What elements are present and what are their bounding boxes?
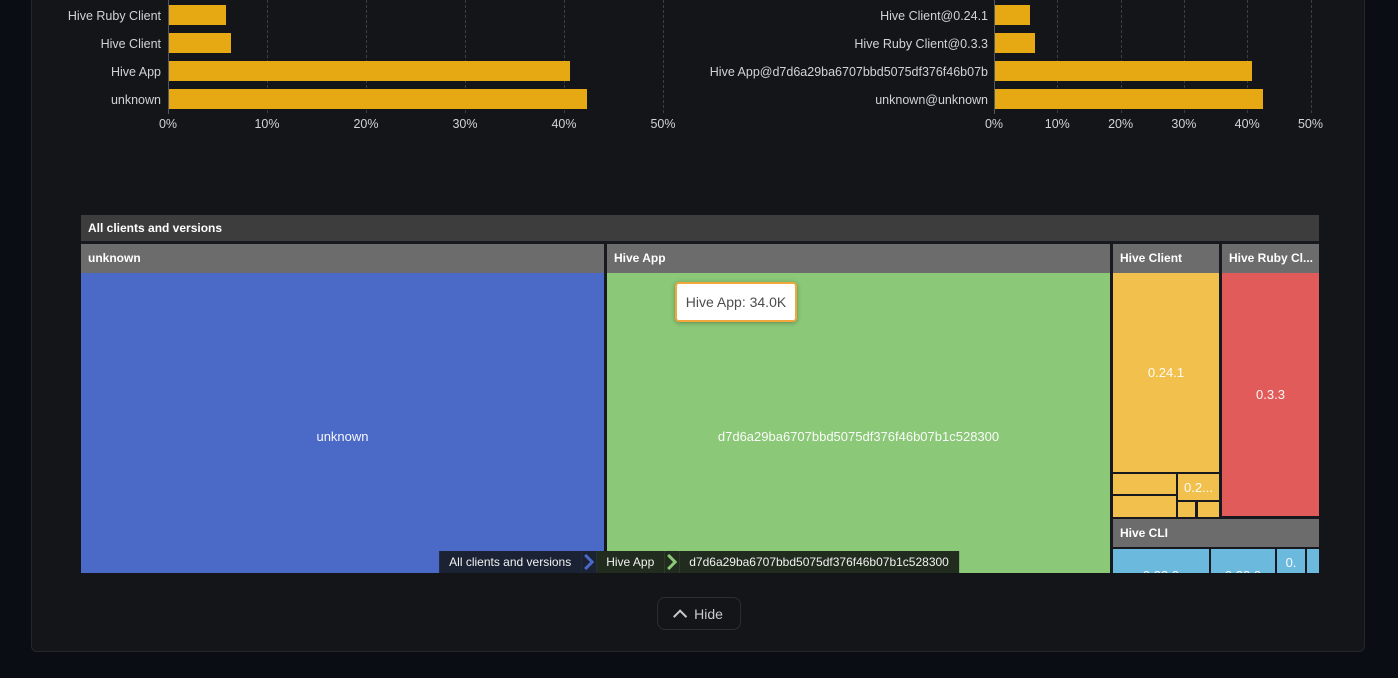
x-tick-label: 0% — [158, 117, 178, 131]
bar[interactable] — [169, 61, 570, 81]
treemap-section-header[interactable]: Hive CLI — [1113, 519, 1319, 547]
gridline — [663, 0, 664, 113]
treemap-cell[interactable]: 0.23.0 — [1113, 549, 1209, 573]
x-tick-label: 20% — [1108, 117, 1134, 131]
x-tick-label: 30% — [452, 117, 478, 131]
tooltip: Hive App: 34.0K — [675, 282, 797, 322]
treemap-section-header[interactable]: Hive Ruby Cl... — [1222, 244, 1319, 273]
treemap-cell-label: 0.3.3 — [1256, 387, 1285, 402]
x-tick-label: 40% — [1234, 117, 1260, 131]
breadcrumb-item[interactable]: Hive App — [596, 551, 665, 573]
treemap-cell[interactable]: 0. — [1277, 549, 1305, 573]
bar[interactable] — [169, 5, 226, 25]
treemap-section-header[interactable]: Hive Client — [1113, 244, 1219, 273]
breadcrumb-item[interactable]: All clients and versions — [439, 551, 582, 573]
gridline — [564, 0, 565, 113]
bar-chart-client-versions: 0% 10% 20% 30% 40% 50% Hive Client@0.24.1 Hive … — [0, 0, 1398, 150]
x-tick-label: 20% — [353, 117, 379, 131]
treemap-cell-label: All clients and versions — [88, 221, 223, 235]
treemap-cell[interactable] — [1178, 502, 1195, 517]
gridline — [366, 0, 367, 113]
treemap-cell-label: 0.24.1 — [1147, 365, 1185, 380]
y-axis-line — [168, 0, 169, 114]
bar[interactable] — [995, 61, 1252, 81]
gridline — [1247, 0, 1249, 113]
treemap-cell-label: 0.23.0 — [1113, 568, 1209, 573]
x-tick-label: 30% — [1171, 117, 1197, 131]
y-category-label: Hive Client — [100, 37, 161, 51]
y-category-label: Hive Client@0.24.1 — [880, 9, 988, 23]
treemap-cell[interactable]: unknown — [81, 273, 604, 573]
treemap-section-header[interactable]: Hive App — [607, 244, 1110, 273]
bar-chart-clients: 0% 10% 20% 30% 40% 50% Hive Ruby Client Hive Cl… — [0, 0, 1398, 150]
gridline — [267, 0, 268, 113]
treemap-cell-label: Hive CLI — [1120, 526, 1169, 540]
bar[interactable] — [995, 33, 1035, 53]
hide-button[interactable]: Hide — [657, 597, 741, 630]
treemap-cell-label: unknown — [88, 251, 141, 265]
treemap-cell-label: Hive App — [614, 251, 666, 265]
treemap-cell[interactable] — [1113, 496, 1176, 517]
breadcrumb-item[interactable]: d7d6a29ba6707bbd5075df376f46b07b1c528300 — [679, 551, 959, 573]
chevron-right-icon — [581, 551, 597, 573]
chevron-up-icon — [673, 608, 688, 623]
tooltip-text: Hive App: 34.0K — [685, 294, 787, 310]
treemap-cell[interactable] — [1113, 474, 1176, 494]
y-category-label: Hive App@d7d6a29ba6707bbd5075df376f46b07… — [709, 65, 988, 79]
treemap-cell-label: 0.2... — [1184, 479, 1213, 495]
treemap-cell-label: d7d6a29ba6707bbd5075df376f46b07b1c528300 — [717, 429, 1000, 444]
treemap-cell[interactable]: 0.24.1 — [1113, 273, 1219, 472]
gridline — [465, 0, 466, 113]
gridline — [1183, 0, 1185, 113]
x-tick-label: 0% — [984, 117, 1004, 131]
treemap-cell[interactable] — [1307, 549, 1319, 573]
treemap-cell-label: Hive Ruby Cl... — [1229, 251, 1314, 265]
y-category-label: Hive Ruby Client — [67, 9, 161, 23]
treemap-cell[interactable]: 0.3.3 — [1222, 273, 1319, 516]
bar[interactable] — [169, 33, 231, 53]
y-category-label: unknown@unknown — [875, 93, 988, 107]
bar[interactable] — [169, 89, 587, 109]
x-tick-label: 50% — [1297, 117, 1324, 131]
x-tick-label: 50% — [650, 117, 676, 131]
x-tick-label: 10% — [254, 117, 280, 131]
y-axis-line — [994, 0, 995, 114]
x-tick-label: 40% — [551, 117, 577, 131]
treemap-cell-label: 0. — [1285, 554, 1297, 570]
bar[interactable] — [995, 89, 1263, 109]
y-category-label: unknown — [110, 93, 161, 107]
y-category-label: Hive Ruby Client@0.3.3 — [854, 37, 988, 51]
treemap-all-clients-and-versions: All clients and versions unknown unknown Hi… — [81, 215, 1319, 573]
chevron-right-icon — [664, 551, 680, 573]
treemap-cell[interactable] — [1198, 502, 1219, 517]
treemap-section-header[interactable]: unknown — [81, 244, 604, 273]
treemap-cell-label: Hive Client — [1120, 251, 1183, 265]
treemap-cell[interactable]: 0.23.0 — [1211, 549, 1275, 573]
gridline — [1310, 0, 1312, 113]
gridline — [1057, 0, 1059, 113]
treemap-cell[interactable]: d7d6a29ba6707bbd5075df376f46b07b1c528300 — [607, 273, 1110, 573]
x-tick-label: 10% — [1044, 117, 1070, 131]
bar[interactable] — [995, 5, 1030, 25]
hide-button-label: Hide — [694, 605, 723, 622]
gridline — [1120, 0, 1122, 113]
treemap-breadcrumb: All clients and versions Hive App d7d6a29b… — [439, 551, 959, 573]
treemap-cell[interactable]: 0.2... — [1178, 474, 1219, 500]
treemap-cell-label: unknown — [316, 429, 369, 444]
treemap-cell-label: 0.23.0 — [1211, 568, 1275, 573]
treemap-section-header[interactable]: All clients and versions — [81, 215, 1319, 241]
y-category-label: Hive App — [110, 65, 161, 79]
